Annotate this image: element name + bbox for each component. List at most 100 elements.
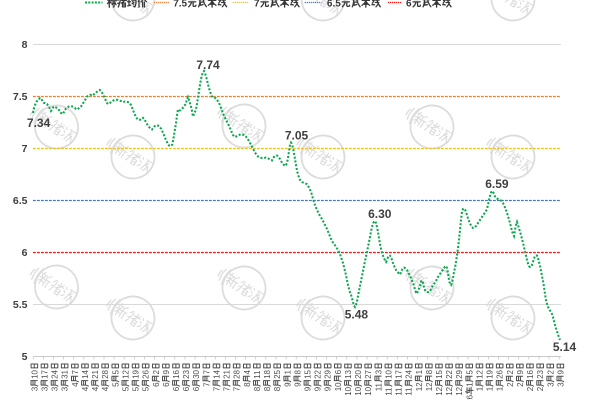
- svg-text:7: 7: [71, 370, 80, 375]
- svg-text:7.5: 7.5: [173, 0, 187, 9]
- svg-text:4: 4: [101, 386, 110, 391]
- svg-text:2: 2: [506, 382, 515, 387]
- svg-text:22: 22: [314, 369, 323, 378]
- svg-text:6: 6: [172, 386, 181, 391]
- svg-text:1: 1: [496, 386, 505, 391]
- svg-text:22: 22: [445, 369, 454, 378]
- svg-text:5: 5: [142, 386, 151, 391]
- svg-text:6: 6: [192, 386, 201, 391]
- svg-text:7: 7: [223, 386, 232, 391]
- svg-text:1: 1: [465, 382, 474, 387]
- svg-text:10: 10: [344, 386, 353, 395]
- svg-text:2: 2: [536, 386, 545, 391]
- svg-text:9: 9: [324, 386, 333, 391]
- svg-text:18: 18: [263, 369, 272, 378]
- svg-text:3: 3: [546, 382, 555, 387]
- svg-text:17: 17: [41, 369, 50, 378]
- svg-text:11: 11: [384, 387, 393, 396]
- svg-text:12: 12: [415, 382, 424, 391]
- svg-text:23: 23: [182, 369, 191, 378]
- svg-text:10: 10: [30, 369, 39, 378]
- svg-text:15: 15: [435, 369, 444, 378]
- svg-text:11: 11: [253, 370, 262, 379]
- svg-text:12: 12: [476, 369, 485, 378]
- svg-text:11: 11: [374, 382, 383, 391]
- svg-text:7: 7: [22, 143, 28, 155]
- svg-text:3: 3: [61, 386, 70, 391]
- svg-text:28: 28: [101, 369, 110, 378]
- svg-text:20: 20: [354, 369, 363, 378]
- svg-text:10: 10: [354, 386, 363, 395]
- svg-text:12: 12: [121, 369, 130, 378]
- svg-text:6: 6: [152, 382, 161, 387]
- svg-text:8: 8: [425, 369, 434, 374]
- svg-text:9: 9: [162, 370, 171, 375]
- svg-text:21: 21: [223, 369, 232, 378]
- svg-text:24: 24: [51, 369, 60, 378]
- svg-text:27: 27: [364, 369, 373, 378]
- svg-text:14: 14: [81, 369, 90, 378]
- svg-text:9: 9: [293, 382, 302, 387]
- svg-text:6: 6: [182, 386, 191, 391]
- svg-text:7.34: 7.34: [27, 116, 51, 130]
- svg-text:12: 12: [435, 386, 444, 395]
- svg-text:3: 3: [41, 386, 50, 391]
- svg-text:4: 4: [71, 382, 80, 387]
- svg-text:23: 23: [536, 369, 545, 378]
- svg-text:11: 11: [395, 387, 404, 396]
- svg-text:2: 2: [506, 370, 515, 375]
- svg-text:16: 16: [172, 369, 181, 378]
- svg-text:6.59: 6.59: [485, 177, 509, 191]
- svg-text:7: 7: [233, 386, 242, 391]
- svg-text:29: 29: [324, 369, 333, 378]
- svg-text:9: 9: [304, 386, 313, 391]
- svg-text:17: 17: [395, 369, 404, 378]
- svg-text:5: 5: [121, 386, 130, 391]
- svg-text:13: 13: [344, 369, 353, 378]
- svg-text:30: 30: [192, 369, 201, 378]
- svg-text:2: 2: [152, 370, 161, 375]
- svg-text:8: 8: [22, 39, 28, 51]
- svg-text:5: 5: [111, 370, 120, 375]
- svg-text:31: 31: [61, 369, 70, 378]
- svg-text:1: 1: [283, 370, 292, 375]
- svg-text:12: 12: [445, 386, 454, 395]
- svg-text:2: 2: [546, 370, 555, 375]
- svg-text:7: 7: [254, 0, 260, 9]
- svg-text:4: 4: [243, 370, 252, 375]
- svg-text:19: 19: [132, 369, 141, 378]
- svg-text:26: 26: [496, 369, 505, 378]
- svg-text:15: 15: [304, 369, 313, 378]
- svg-text:7: 7: [202, 382, 211, 387]
- svg-text:6: 6: [406, 0, 412, 9]
- svg-text:12: 12: [425, 382, 434, 391]
- svg-text:26: 26: [142, 369, 151, 378]
- svg-text:4: 4: [81, 386, 90, 391]
- svg-text:7: 7: [213, 386, 222, 391]
- svg-text:8: 8: [253, 386, 262, 391]
- svg-text:12: 12: [455, 386, 464, 395]
- svg-text:9: 9: [556, 370, 565, 375]
- svg-text:6.30: 6.30: [368, 207, 392, 221]
- svg-text:5.14: 5.14: [553, 340, 577, 354]
- svg-text:1: 1: [476, 386, 485, 391]
- svg-text:1: 1: [415, 369, 424, 374]
- svg-text:11: 11: [405, 387, 414, 396]
- svg-text:10: 10: [384, 369, 393, 378]
- svg-text:2: 2: [516, 382, 525, 387]
- svg-text:6.5: 6.5: [13, 195, 28, 207]
- svg-text:6.5: 6.5: [327, 0, 341, 9]
- svg-text:24: 24: [405, 369, 414, 378]
- svg-text:8: 8: [243, 382, 252, 387]
- svg-text:19: 19: [486, 369, 495, 378]
- svg-text:5.48: 5.48: [345, 308, 369, 322]
- svg-text:3: 3: [30, 386, 39, 391]
- svg-text:6: 6: [162, 382, 171, 387]
- svg-text:7.5: 7.5: [13, 91, 28, 103]
- svg-text:6: 6: [22, 247, 28, 259]
- svg-text:9: 9: [516, 370, 525, 375]
- svg-text:8: 8: [263, 386, 272, 391]
- svg-text:10: 10: [364, 386, 373, 395]
- svg-text:25: 25: [273, 369, 282, 378]
- svg-text:8: 8: [293, 370, 302, 375]
